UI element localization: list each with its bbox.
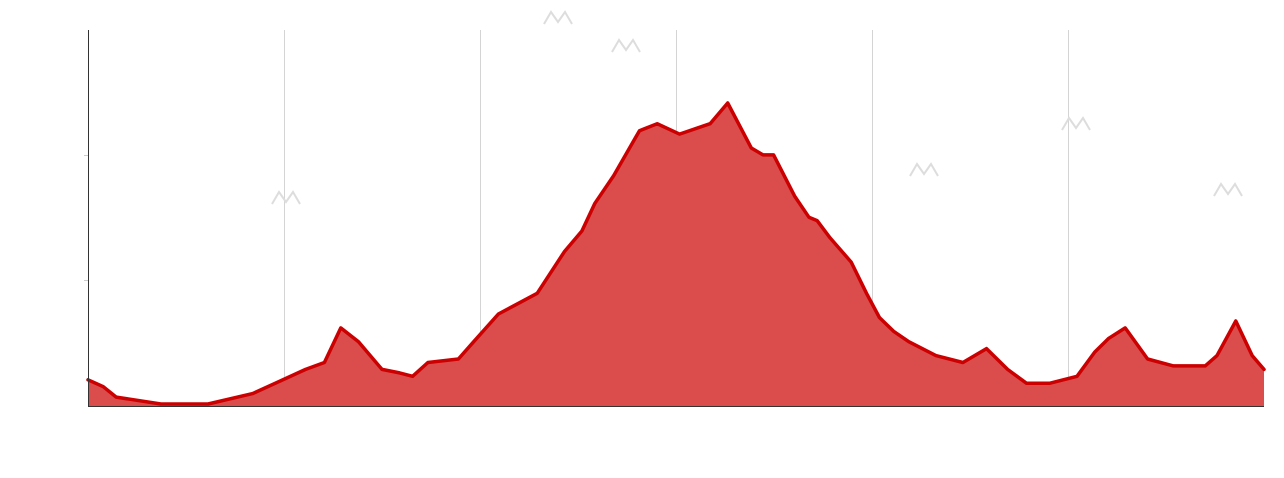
axes: [84, 30, 1264, 407]
elevation-area-fill: [88, 103, 1264, 406]
elevation-line: [86, 101, 1266, 406]
peak-markers: [271, 10, 1243, 205]
mountain-peak-icon: [611, 38, 641, 53]
mountain-peak-icon: [1061, 116, 1091, 131]
mountain-peak-icon: [271, 190, 301, 205]
elevation-series: [86, 101, 1266, 406]
mountain-peak-icon: [909, 162, 939, 177]
mountain-peak-icon: [543, 10, 573, 25]
mountain-peak-icon: [1213, 182, 1243, 197]
